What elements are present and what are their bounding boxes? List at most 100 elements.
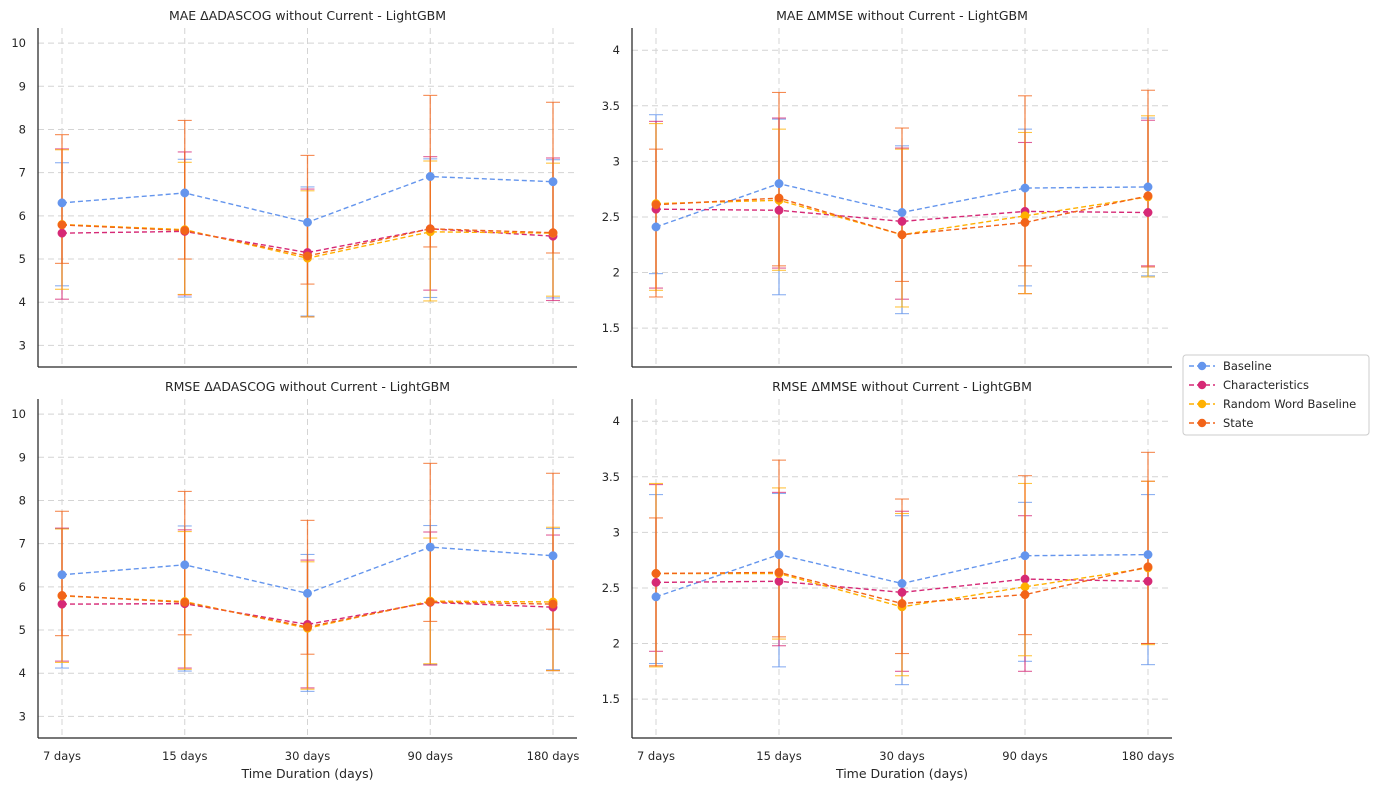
panel-title: RMSE ΔADASCOG without Current - LightGBM (165, 379, 450, 394)
legend-swatch-marker (1197, 418, 1207, 428)
series-state (651, 562, 1153, 608)
y-tick-label: 4 (613, 43, 620, 57)
y-tick-label: 10 (11, 36, 26, 50)
series-state (57, 220, 558, 261)
data-point (651, 569, 661, 578)
data-point (548, 551, 558, 561)
x-tick-label: 7 days (43, 749, 81, 763)
data-point (1020, 574, 1030, 584)
legend-entry: Baseline (1189, 359, 1272, 373)
y-tick-label: 3.5 (602, 470, 620, 484)
series-baseline (57, 172, 558, 227)
x-tick-label: 15 days (756, 749, 801, 763)
y-tick-label: 2 (613, 637, 620, 651)
data-point (57, 220, 67, 230)
y-tick-label: 4 (19, 295, 26, 309)
data-point (1143, 191, 1153, 201)
data-point (774, 550, 784, 560)
data-point (425, 224, 435, 234)
legend: Baseline Characteristics Random Word Basel… (1182, 354, 1370, 436)
data-point (180, 597, 190, 607)
y-tick-label: 2 (613, 266, 620, 280)
legend-swatch-marker (1197, 399, 1207, 409)
series-line (61, 601, 554, 626)
legend-label: Random Word Baseline (1223, 397, 1356, 411)
y-tick-label: 1.5 (602, 692, 620, 706)
series-state (57, 591, 558, 632)
y-tick-label: 4 (19, 666, 26, 680)
data-point (897, 587, 907, 597)
panel-1: MAE ΔADASCOG without Current - LightGBM 3… (11, 8, 577, 368)
data-point (897, 230, 907, 240)
x-tick-label: 90 days (408, 749, 453, 763)
y-tick-label: 6 (19, 580, 26, 594)
y-tick-label: 5 (19, 252, 26, 266)
panel-title: MAE ΔMMSE without Current - LightGBM (776, 8, 1028, 23)
data-point (57, 599, 67, 609)
data-point (651, 577, 661, 587)
data-point (1143, 576, 1153, 586)
series-line (61, 228, 554, 254)
data-point (1020, 551, 1030, 561)
data-point (425, 172, 435, 182)
x-tick-label: 15 days (162, 749, 207, 763)
y-tick-label: 3.5 (602, 99, 620, 113)
series-state (651, 191, 1153, 240)
data-point (57, 570, 67, 580)
data-point (303, 588, 312, 598)
y-tick-label: 4 (613, 414, 620, 428)
panel-4: RMSE ΔMMSE without Current - LightGBM 1.5… (602, 379, 1175, 781)
x-tick-label: 30 days (285, 749, 330, 763)
y-tick-label: 5 (19, 623, 26, 637)
legend-swatch-marker (1197, 361, 1207, 371)
x-tick-label: 30 days (879, 749, 924, 763)
data-point (548, 228, 558, 238)
errorbars-state (649, 451, 1155, 667)
data-point (180, 560, 190, 570)
data-point (651, 200, 661, 210)
data-point (1020, 582, 1030, 592)
data-point (774, 179, 784, 189)
legend-label: State (1223, 416, 1253, 430)
data-point (57, 228, 67, 238)
data-point (1143, 208, 1153, 217)
data-point (651, 592, 661, 602)
series-baseline (651, 550, 1153, 602)
x-axis-label: Time Duration (days) (240, 766, 373, 781)
y-tick-label: 3 (613, 154, 620, 168)
panel-3: RMSE ΔADASCOG without Current - LightGBM… (11, 379, 579, 781)
data-point (774, 205, 784, 215)
x-tick-label: 180 days (1122, 749, 1175, 763)
series-baseline (57, 542, 558, 598)
x-tick-label: 180 days (527, 749, 580, 763)
legend-entry: State (1189, 416, 1253, 430)
y-tick-label: 8 (19, 122, 26, 136)
panel-title: RMSE ΔMMSE without Current - LightGBM (772, 379, 1032, 394)
y-tick-label: 3 (19, 338, 26, 352)
y-tick-label: 8 (19, 493, 26, 507)
panel-2: MAE ΔMMSE without Current - LightGBM 1.5 2… (602, 8, 1172, 368)
data-point (303, 622, 312, 632)
legend-label: Characteristics (1223, 378, 1309, 392)
data-point (180, 226, 190, 235)
series-baseline (651, 179, 1153, 232)
y-tick-label: 10 (11, 407, 26, 421)
data-point (651, 222, 661, 232)
y-tick-label: 1.5 (602, 321, 620, 335)
data-point (548, 177, 558, 187)
data-point (774, 193, 784, 203)
y-tick-label: 3 (613, 525, 620, 539)
data-point (774, 576, 784, 586)
data-point (1020, 183, 1030, 193)
data-point (774, 567, 784, 577)
data-point (425, 597, 435, 607)
data-point (1143, 550, 1153, 560)
y-tick-label: 9 (19, 450, 26, 464)
data-point (897, 599, 907, 608)
series-characteristics (651, 204, 1153, 226)
x-axis-label: Time Duration (days) (835, 766, 968, 781)
data-point (180, 188, 190, 198)
y-tick-label: 2.5 (602, 581, 620, 595)
y-tick-label: 3 (19, 709, 26, 723)
